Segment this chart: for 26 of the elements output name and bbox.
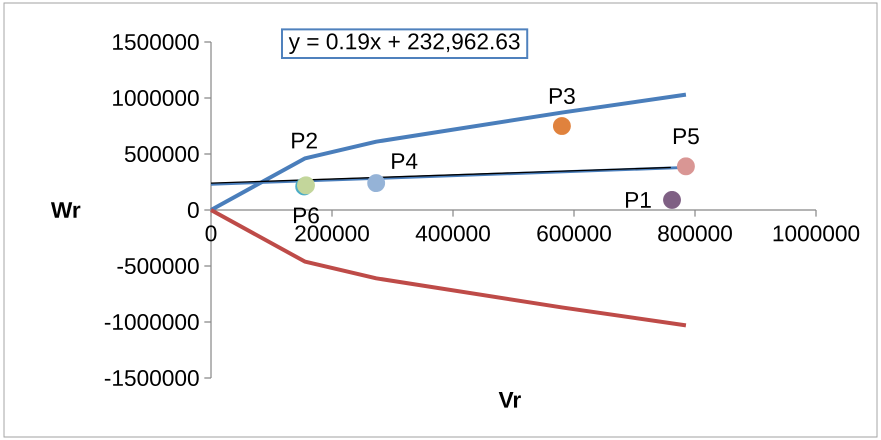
y-tick-label: -500000 <box>117 258 199 274</box>
y-tick-label: 500000 <box>124 146 199 162</box>
y-tick-label: -1500000 <box>104 370 199 386</box>
series-label: P2 <box>292 132 317 148</box>
series-label: P5 <box>674 128 699 144</box>
y-tick-label: 1000000 <box>113 90 199 106</box>
point <box>367 174 386 192</box>
point <box>663 190 681 209</box>
y-tick-label: 1500000 <box>113 34 199 50</box>
x-axis-title: Vr <box>498 392 521 408</box>
x-tick-label: 200000 <box>295 225 369 242</box>
annotation: y = 0.19x + 232,962.63 <box>288 33 520 54</box>
y-tick-label: 0 <box>188 202 199 218</box>
x-tick-label: 600000 <box>537 225 611 242</box>
y-tick-label: -1000000 <box>104 314 199 330</box>
x-tick-label: 800000 <box>658 225 732 242</box>
x-tick-label: 400000 <box>416 225 490 242</box>
series-label: P6 <box>294 207 319 224</box>
y-axis-title: Wr <box>50 202 80 218</box>
series-label: P1 <box>626 192 651 208</box>
x-tick-label: 0 <box>206 225 216 242</box>
series-label: P3 <box>550 88 575 104</box>
point <box>552 117 571 135</box>
x-tick-label: 1000000 <box>774 225 860 242</box>
point <box>676 157 695 176</box>
series-label: P4 <box>392 153 418 169</box>
